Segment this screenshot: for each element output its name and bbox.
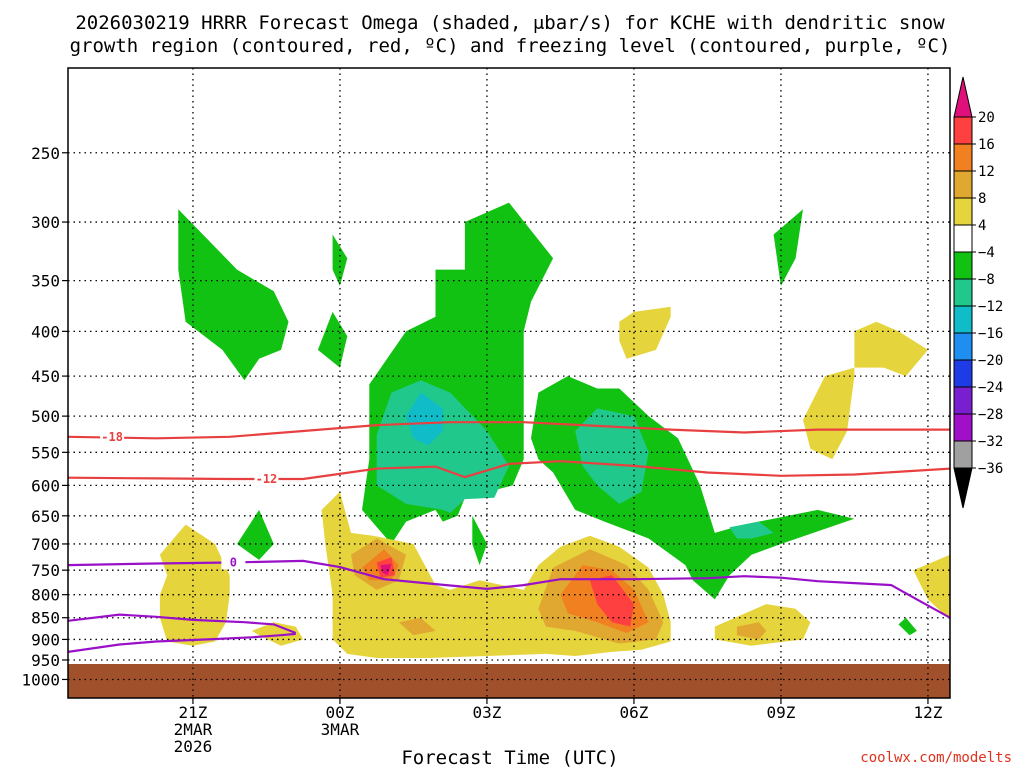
ytick-label-550: 550: [31, 443, 60, 462]
contour-label-2: 0: [230, 555, 237, 569]
chart-subtitle: growth region (contoured, red, ºC) and f…: [70, 35, 951, 57]
pressure-axis: 250 300 350 400 450 500 550 600 650 700 750 800 850 9…: [21, 144, 68, 689]
contour-label-bg-2: [221, 555, 246, 570]
colorbar-label-10: −24: [978, 380, 1003, 396]
colorbar-bottom-arrow: [953, 467, 973, 509]
colorbar-swatch-10: [953, 359, 973, 388]
ytick-label-1000: 1000: [21, 670, 60, 689]
omega-region-30: [380, 564, 392, 576]
colorbar-swatch-6: [953, 251, 973, 280]
xtick-label-2026: 2026: [174, 737, 213, 756]
colorbar-label-0: 20: [978, 110, 995, 126]
omega-region-2: [317, 311, 348, 368]
contour-1: [68, 460, 950, 481]
credit-text: coolwx.com/modelts: [860, 750, 1012, 766]
omega-region-17: [619, 306, 671, 359]
contour-3: [68, 613, 297, 635]
ytick-label-750: 750: [31, 561, 60, 580]
xtick-label-09Z: 09Z: [766, 703, 795, 722]
omega-region-21: [913, 554, 950, 620]
colorbar-swatch-3: [953, 170, 973, 199]
xtick-label-03Z: 03Z: [472, 703, 501, 722]
chart-title: 2026030219 HRRR Forecast Omega (shaded, …: [75, 12, 945, 34]
omega-region-13: [729, 521, 774, 539]
omega-region-23: [398, 617, 436, 636]
omega-region-8: [773, 209, 803, 286]
colorbar-swatch-8: [953, 305, 973, 334]
contour-label-bg-0: [100, 429, 125, 444]
colorbar-swatch-11: [953, 386, 973, 415]
omega-region-14: [159, 524, 230, 646]
omega-region-4: [472, 515, 487, 566]
ytick-label-700: 700: [31, 535, 60, 554]
colorbar-label-9: −20: [978, 353, 1003, 369]
omega-region-9: [898, 617, 917, 636]
colorbar-swatch-13: [953, 440, 973, 469]
contour-2: [68, 559, 950, 619]
ytick-label-250: 250: [31, 144, 60, 163]
colorbar-label-11: −28: [978, 407, 1003, 423]
omega-region-12: [575, 408, 649, 504]
colorbar-swatch-9: [953, 332, 973, 361]
omega-region-20: [854, 321, 928, 377]
ytick-label-300: 300: [31, 213, 60, 232]
xtick-label-12Z: 12Z: [913, 703, 942, 722]
xtick-label-3MAR: 3MAR: [321, 720, 360, 739]
ytick-label-950: 950: [31, 651, 60, 670]
contour-label-1: -12: [256, 472, 278, 486]
colorbar-label-6: −8: [978, 272, 995, 288]
colorbar-swatch-7: [953, 278, 973, 307]
xtick-label-2MAR: 2MAR: [174, 720, 213, 739]
omega-region-11: [406, 392, 443, 446]
colorbar-label-13: −36: [978, 461, 1003, 477]
colorbar-swatch-1: [953, 116, 973, 145]
colorbar-label-1: 16: [978, 137, 995, 153]
colorbar-label-4: 4: [978, 218, 986, 234]
colorbar-swatch-4: [953, 197, 973, 226]
ytick-label-800: 800: [31, 586, 60, 605]
contour-label-0: -18: [101, 430, 123, 444]
contour-0: [68, 421, 950, 440]
ytick-label-500: 500: [31, 407, 60, 426]
colorbar: 20 16 12 8 4 −4 −8 −12 −16 −20 −24 −28 −32 −36: [953, 76, 1003, 509]
colorbar-swatch-12: [953, 413, 973, 442]
omega-region-29: [589, 575, 634, 627]
omega-region-25: [736, 622, 767, 640]
colorbar-label-5: −4: [978, 245, 995, 261]
colorbar-label-12: −32: [978, 434, 1003, 450]
omega-region-19: [803, 367, 855, 460]
colorbar-top-arrow: [953, 76, 973, 118]
x-axis-label: Forecast Time (UTC): [401, 747, 618, 768]
ytick-label-900: 900: [31, 630, 60, 649]
colorbar-label-8: −16: [978, 326, 1003, 342]
xtick-label-06Z: 06Z: [619, 703, 648, 722]
omega-region-15: [251, 622, 304, 646]
xtick-label-00Z: 00Z: [325, 703, 354, 722]
colorbar-swatch-2: [953, 143, 973, 172]
colorbar-label-3: 8: [978, 191, 986, 207]
xtick-label-21Z: 21Z: [178, 703, 207, 722]
omega-region-0: [178, 209, 289, 381]
ytick-label-600: 600: [31, 476, 60, 495]
ground-surface: [68, 664, 950, 698]
grid-lines: [68, 68, 950, 698]
omega-shaded-regions: [159, 202, 950, 658]
ytick-label-450: 450: [31, 367, 60, 386]
omega-region-6: [237, 509, 274, 560]
colorbar-label-2: 12: [978, 164, 995, 180]
ytick-label-350: 350: [31, 272, 60, 291]
temperature-contours: -18 -12 0: [68, 421, 950, 653]
omega-region-1: [332, 234, 348, 286]
ytick-label-850: 850: [31, 609, 60, 628]
ytick-label-400: 400: [31, 322, 60, 341]
ytick-label-650: 650: [31, 507, 60, 526]
contour-4: [68, 632, 296, 653]
contour-label-bg-1: [254, 472, 279, 487]
colorbar-label-7: −12: [978, 299, 1003, 315]
plot-frame: [67, 67, 951, 699]
colorbar-swatch-5: [953, 224, 973, 253]
